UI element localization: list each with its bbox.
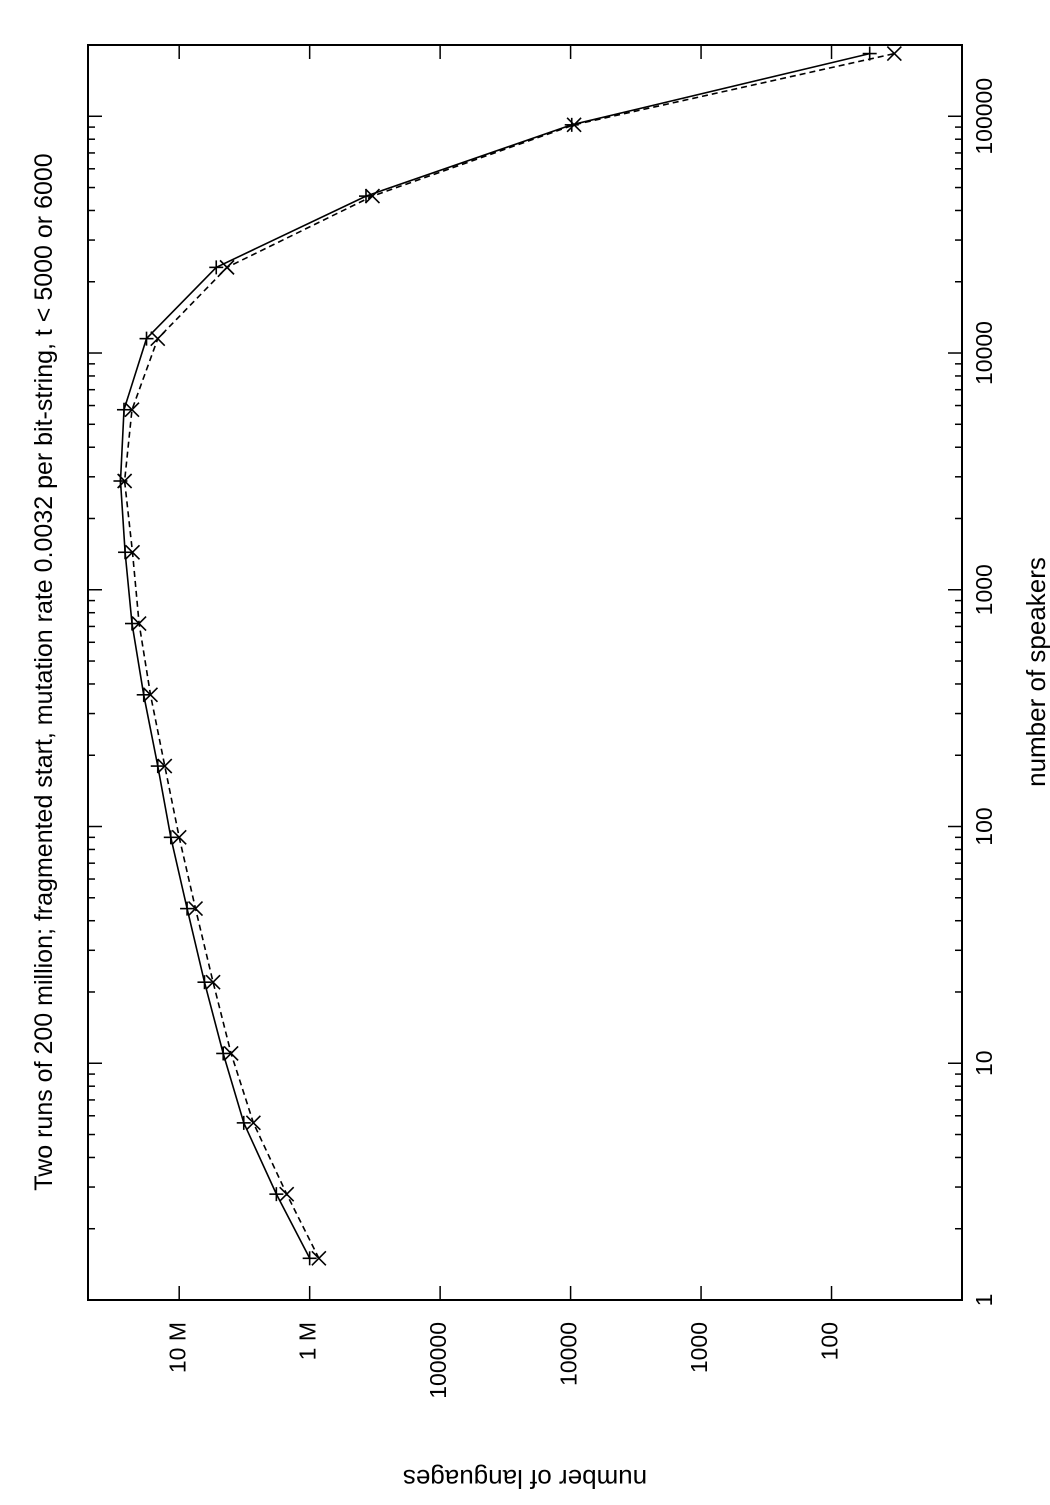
- x-marker-b: [223, 1045, 239, 1062]
- series-1-point: [139, 331, 154, 346]
- x-tick-label: 100000: [971, 78, 997, 155]
- series-2-point: [205, 974, 221, 990]
- x-marker-b: [157, 758, 173, 774]
- y-axis-label: number of languages: [403, 1464, 647, 1494]
- x-marker-b: [124, 544, 141, 560]
- series-2-point: [157, 758, 173, 774]
- y-tick-label: 100000: [425, 1322, 451, 1399]
- x-tick-label: 100: [971, 807, 997, 845]
- series-2-point: [124, 402, 140, 418]
- series-1-line: [119, 52, 870, 1259]
- series-2-point: [223, 1045, 239, 1062]
- series-2-point: [886, 46, 902, 62]
- series-1-point: [150, 759, 165, 774]
- series-2-point: [279, 1186, 295, 1202]
- series-2-point: [187, 901, 204, 917]
- x-axis-label: number of speakers: [1021, 557, 1050, 787]
- x-marker-b: [124, 402, 140, 418]
- series-1-point: [118, 545, 133, 560]
- series-2-point: [131, 615, 147, 632]
- series-1-point: [163, 830, 178, 845]
- x-marker-b: [205, 974, 221, 990]
- x-marker-b: [131, 615, 147, 632]
- series-1-point: [197, 975, 212, 990]
- y-tick-label: 100: [817, 1322, 843, 1360]
- x-tick-label: 10000: [971, 321, 997, 385]
- y-tick-label: 10 M: [164, 1322, 190, 1373]
- x-marker-b: [279, 1186, 295, 1202]
- y-axis: 100 1000 10000 100000 1 M 10 M: [164, 45, 963, 1399]
- y-tick-label: 1 M: [295, 1322, 321, 1360]
- x-marker-b: [150, 331, 166, 347]
- plot-frame: [87, 44, 963, 1301]
- x-tick-label: 1: [971, 1294, 997, 1307]
- series-1-point: [302, 1251, 317, 1266]
- series-1-point: [136, 687, 151, 702]
- series-2-point: [142, 687, 159, 703]
- x-marker-b: [364, 188, 381, 204]
- chart-title: Two runs of 200 million; fragmented star…: [30, 153, 58, 1190]
- x-marker-b: [142, 687, 159, 703]
- series-1-point: [236, 1115, 251, 1130]
- series-2-point: [219, 259, 235, 275]
- series-1-point: [269, 1187, 284, 1202]
- series-1-point: [180, 901, 195, 916]
- x-tick-label: 10: [971, 1050, 997, 1076]
- x-marker-b: [566, 117, 582, 133]
- series-2-point: [245, 1115, 261, 1131]
- series-2-line: [123, 52, 895, 1259]
- series-1-point: [216, 1046, 231, 1061]
- x-marker-b: [886, 46, 902, 62]
- series-2-point: [117, 473, 133, 489]
- x-marker-b: [117, 473, 133, 489]
- series-2-point: [150, 331, 166, 347]
- series-2-point: [311, 1250, 327, 1266]
- x-marker-b: [219, 259, 235, 275]
- series-2-point: [124, 544, 141, 560]
- series-2-point: [566, 117, 582, 133]
- x-marker-b: [187, 901, 204, 917]
- x-marker-b: [171, 829, 187, 845]
- series-1-point: [116, 402, 131, 417]
- x-axis: 1 10 100 1000 10000 100000: [88, 44, 997, 1307]
- x-marker-b: [245, 1115, 261, 1131]
- x-tick-label: 1000: [971, 564, 997, 615]
- y-tick-label: 10000: [556, 1322, 582, 1386]
- series-1-point: [358, 189, 373, 204]
- series-1-point: [209, 260, 224, 275]
- series-group: [113, 46, 902, 1266]
- y-tick-label: 1000: [686, 1322, 712, 1373]
- x-marker-b: [311, 1250, 327, 1266]
- series-2-point: [171, 829, 187, 845]
- series-2-point: [364, 188, 381, 204]
- series-1-point: [862, 46, 877, 61]
- series-1-point: [124, 616, 139, 631]
